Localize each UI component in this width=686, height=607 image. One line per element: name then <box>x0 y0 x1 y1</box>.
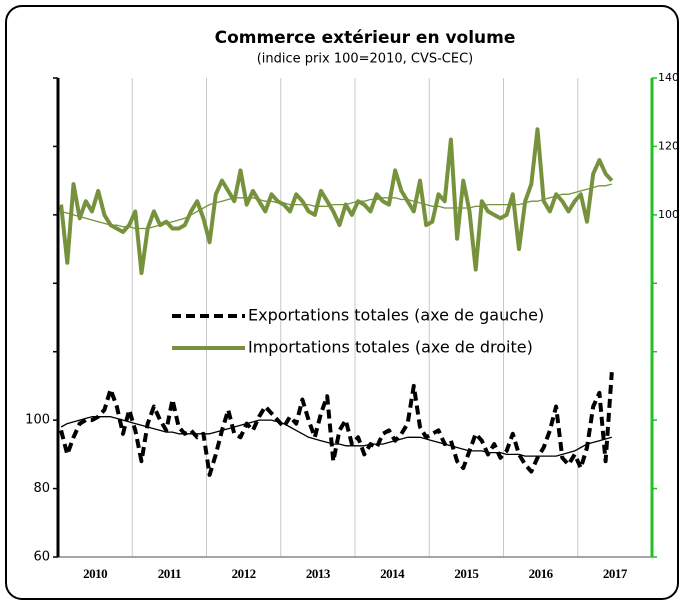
y2-tick-label: 140 <box>658 71 679 84</box>
x-tick-label: 2016 <box>529 566 554 581</box>
x-tick-label: 2017 <box>603 566 628 581</box>
x-tick-label: 2010 <box>83 566 107 581</box>
y2-tick-label: 120 <box>658 139 679 152</box>
legend-label: Importations totales (axe de droite) <box>248 338 533 357</box>
y2-tick-label: 100 <box>658 208 679 221</box>
chart-subtitle: (indice prix 100=2010, CVS-CEC) <box>257 52 474 67</box>
y-tick-label: 60 <box>33 550 50 565</box>
x-tick-label: 2012 <box>232 566 256 581</box>
y-tick-label: 100 <box>25 413 50 428</box>
frame <box>5 5 679 600</box>
series-line <box>59 127 614 275</box>
y-tick-label: 80 <box>33 481 50 496</box>
x-tick-label: 2014 <box>380 566 405 581</box>
series-line <box>60 416 612 457</box>
series-line <box>60 183 612 230</box>
x-tick-label: 2011 <box>158 566 181 581</box>
series-line <box>59 372 614 477</box>
x-tick-label: 2015 <box>454 566 479 581</box>
chart-title: Commerce extérieur en volume <box>215 28 516 48</box>
x-tick-label: 2013 <box>306 566 331 581</box>
legend-label: Exportations totales (axe de gauche) <box>248 306 544 325</box>
